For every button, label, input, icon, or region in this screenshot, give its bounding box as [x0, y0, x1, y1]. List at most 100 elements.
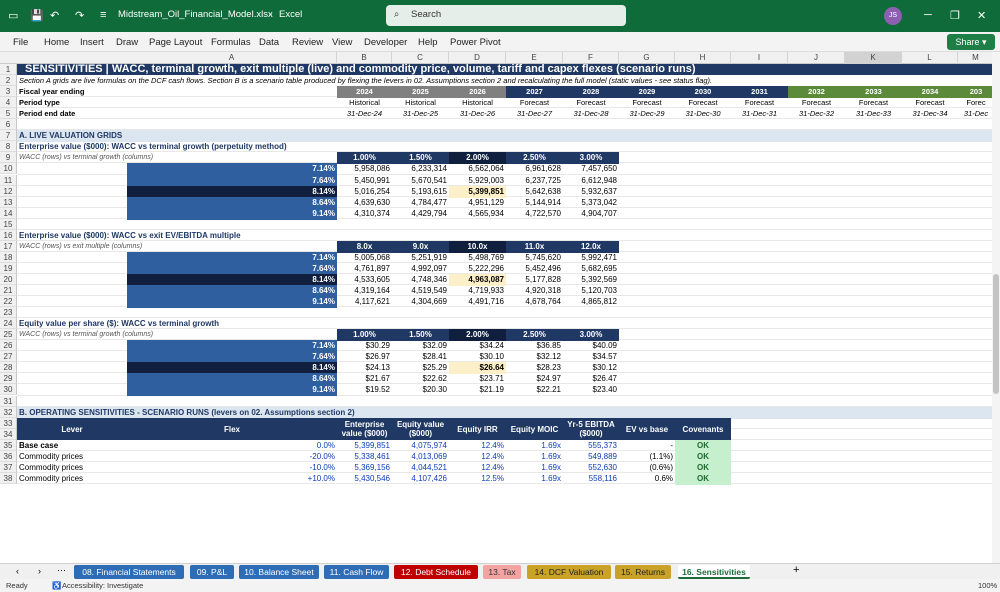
grid-cell[interactable]: $21.67 — [365, 374, 390, 383]
menu-formulas[interactable]: Formulas — [211, 37, 251, 48]
grid-cell[interactable]: $20.30 — [422, 385, 447, 394]
tab-14-dcf-valuation[interactable]: 14. DCF Valuation — [527, 565, 611, 579]
grid-row-header[interactable]: 8.64% — [312, 374, 335, 383]
grid-cell[interactable]: 5,992,471 — [581, 253, 617, 262]
row-number[interactable]: 10 — [0, 163, 17, 175]
column-header[interactable]: D — [449, 52, 506, 64]
row-number[interactable]: 25 — [0, 329, 17, 341]
scroll-thumb[interactable] — [993, 274, 999, 394]
row-number[interactable]: 2 — [0, 75, 17, 87]
worksheet-grid[interactable]: 1 2 3 4 5 6 7 8 9 10 11 12 13 14 15 16 17 18 19 20 21 22 23 24 2… — [0, 64, 994, 563]
scenario-cell[interactable]: 5,430,546 — [354, 474, 390, 483]
year-header-1[interactable]: Forecast — [576, 98, 606, 107]
grid-col-header[interactable]: 3.00% — [579, 330, 603, 339]
scenario-cell[interactable]: 552,630 — [588, 463, 617, 472]
grid-cell[interactable]: 5,193,615 — [411, 187, 447, 196]
row-number[interactable]: 14 — [0, 208, 17, 220]
grid-col-header[interactable]: 1.00% — [353, 153, 376, 162]
grid-col-header[interactable]: 1.50% — [409, 330, 432, 339]
year-header-2[interactable]: 31-Dec-33 — [855, 109, 892, 118]
year-header-0[interactable]: 2034 — [921, 87, 939, 96]
grid-cell[interactable]: 5,670,541 — [411, 176, 447, 185]
year-header-0[interactable]: 2024 — [356, 87, 373, 96]
year-header-2[interactable]: 31-Dec-30 — [685, 109, 721, 118]
scenario-cell[interactable]: 12.5% — [481, 474, 504, 483]
year-header-1[interactable]: Forecast — [688, 98, 718, 107]
year-header-0[interactable]: 2033 — [865, 87, 882, 96]
scenario-cell[interactable]: 12.4% — [481, 463, 504, 472]
scenario-cell[interactable]: -20.0% — [309, 452, 335, 461]
row-number[interactable]: 32 — [0, 407, 17, 419]
tab-11-cash-flow[interactable]: 11. Cash Flow — [324, 565, 389, 579]
grid-cell[interactable]: 4,491,716 — [468, 297, 504, 306]
avatar[interactable]: JS — [884, 7, 902, 25]
grid-axis-note[interactable]: WACC (rows) vs exit multiple (columns) — [19, 243, 143, 250]
year-header-1[interactable]: Forecast — [915, 98, 945, 107]
scenario-cell[interactable]: 4,075,974 — [411, 441, 447, 450]
grid-cell[interactable]: 4,719,933 — [468, 286, 504, 295]
row-number[interactable]: 8 — [0, 141, 17, 153]
row-number[interactable]: 12 — [0, 186, 17, 198]
grid-cell[interactable]: 4,319,164 — [354, 286, 390, 295]
scenario-cell[interactable]: 1.69x — [541, 474, 561, 483]
row-number[interactable]: 19 — [0, 263, 17, 275]
year-header-0[interactable]: 2030 — [694, 87, 712, 96]
year-header-2[interactable]: 31-Dec-29 — [629, 109, 665, 118]
grid-cell[interactable]: $26.47 — [592, 374, 617, 383]
grid-cell[interactable]: 6,233,314 — [411, 164, 447, 173]
tab-scroll-left-icon[interactable]: ‹ — [16, 566, 19, 576]
row-number[interactable]: 1 — [0, 64, 17, 76]
grid-cell[interactable]: 5,958,086 — [354, 164, 390, 173]
covenant-status[interactable]: OK — [697, 441, 709, 450]
grid-cell[interactable]: $22.21 — [536, 385, 561, 394]
row-number[interactable]: 5 — [0, 108, 17, 120]
scenario-cell[interactable]: Base case — [19, 441, 59, 450]
row-number[interactable]: 13 — [0, 197, 17, 209]
covenant-status[interactable]: OK — [697, 474, 709, 483]
grid-cell[interactable]: 4,565,934 — [468, 209, 504, 218]
tab-10-balance-sheet[interactable]: 10. Balance Sheet — [239, 565, 319, 579]
grid-col-header[interactable]: 3.00% — [579, 153, 603, 162]
close-icon[interactable]: ✕ — [977, 10, 987, 22]
customize-icon[interactable]: ≡ — [100, 9, 107, 21]
column-header[interactable]: E — [506, 52, 563, 64]
row-number[interactable]: 26 — [0, 340, 17, 352]
grid-cell[interactable]: 5,251,919 — [411, 253, 447, 262]
header-row-label[interactable]: Period end date — [19, 109, 76, 118]
grid-cell[interactable]: 5,498,769 — [468, 253, 504, 262]
row-number[interactable]: 35 — [0, 440, 17, 452]
grid-cell[interactable]: 4,920,318 — [525, 286, 561, 295]
sheet-title[interactable]: SENSITIVITIES | WACC, terminal growth, e… — [25, 64, 696, 75]
grid-row-header[interactable]: 8.64% — [312, 198, 335, 207]
row-number[interactable]: 21 — [0, 285, 17, 297]
minimize-icon[interactable]: ─ — [924, 9, 932, 21]
grid-cell[interactable]: 4,639,630 — [354, 198, 390, 207]
grid-row-header[interactable]: 9.14% — [312, 297, 335, 306]
scenario-cell[interactable]: Commodity prices — [19, 452, 84, 461]
column-header[interactable]: G — [619, 52, 675, 64]
grid-row-header[interactable]: 7.14% — [312, 253, 335, 262]
row-number[interactable]: 30 — [0, 384, 17, 396]
scenario-cell[interactable]: 0.0% — [316, 441, 335, 450]
column-header[interactable]: M — [958, 52, 994, 64]
column-header[interactable]: B — [337, 52, 392, 64]
scenario-cell[interactable]: Commodity prices — [19, 474, 84, 483]
grid-cell[interactable]: $30.29 — [365, 341, 390, 350]
row-number[interactable]: 15 — [0, 219, 17, 231]
grid-cell[interactable]: $24.13 — [365, 363, 390, 372]
grid-cell[interactable]: 4,761,897 — [354, 264, 390, 273]
grid-cell[interactable]: 5,222,296 — [468, 264, 504, 273]
year-header-1[interactable]: Historical — [405, 98, 436, 107]
grid-row-header[interactable]: 7.14% — [312, 341, 335, 350]
grid-col-header[interactable]: 1.00% — [353, 330, 376, 339]
grid-cell[interactable]: 6,562,064 — [468, 164, 504, 173]
grid-cell[interactable]: 5,642,638 — [525, 187, 561, 196]
scenario-cell[interactable]: 4,044,521 — [411, 463, 447, 472]
scenario-cell[interactable]: 12.4% — [481, 441, 504, 450]
grid-cell[interactable]: $24.97 — [536, 374, 561, 383]
grid-cell[interactable]: 4,117,621 — [355, 297, 390, 306]
grid-row-header[interactable]: 7.64% — [312, 352, 335, 361]
scenario-cell[interactable]: 5,338,461 — [354, 452, 390, 461]
grid-row-header[interactable]: 8.64% — [312, 286, 335, 295]
row-number[interactable]: 29 — [0, 373, 17, 385]
